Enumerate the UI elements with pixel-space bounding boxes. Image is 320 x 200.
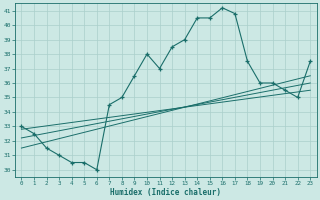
X-axis label: Humidex (Indice chaleur): Humidex (Indice chaleur) — [110, 188, 221, 197]
